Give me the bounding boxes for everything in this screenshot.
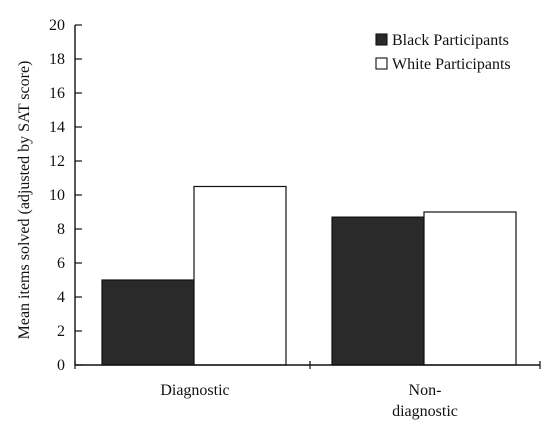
y-tick-label: 0: [57, 357, 65, 374]
bars-layer: [101, 185, 517, 366]
bar-white-diagnostic: [193, 185, 287, 366]
legend-label: Black Participants: [392, 32, 509, 49]
y-tick-label: 18: [49, 51, 65, 68]
legend-swatch: [375, 57, 388, 70]
y-tick-label: 14: [49, 119, 65, 136]
y-tick-label: 4: [57, 289, 65, 306]
y-tick-label: 6: [57, 255, 65, 272]
category-label: Non-diagnostic: [392, 382, 458, 420]
legend: Black Participants White Participants: [375, 32, 511, 73]
y-axis-label: Mean items solved (adjusted by SAT score…: [16, 61, 33, 340]
labels-layer: 0 2 4 6 8 10 12 14 16 18 20 Diagnostic Non-diagnosti…: [16, 17, 458, 420]
y-tick-label: 8: [57, 221, 65, 238]
axes-layer: [74, 24, 541, 369]
category-label: Diagnostic: [160, 382, 229, 399]
y-tick-label: 12: [49, 153, 65, 170]
bar-black-diagnostic: [101, 279, 195, 366]
legend-swatch: [375, 33, 388, 46]
bar-white-nondiagnostic: [423, 211, 517, 366]
legend-label: White Participants: [392, 56, 511, 73]
y-tick-label: 2: [57, 323, 65, 340]
y-tick-label: 10: [49, 187, 65, 204]
y-tick-label: 20: [49, 17, 65, 34]
y-tick-label: 16: [49, 85, 65, 102]
bar-black-nondiagnostic: [331, 216, 425, 366]
